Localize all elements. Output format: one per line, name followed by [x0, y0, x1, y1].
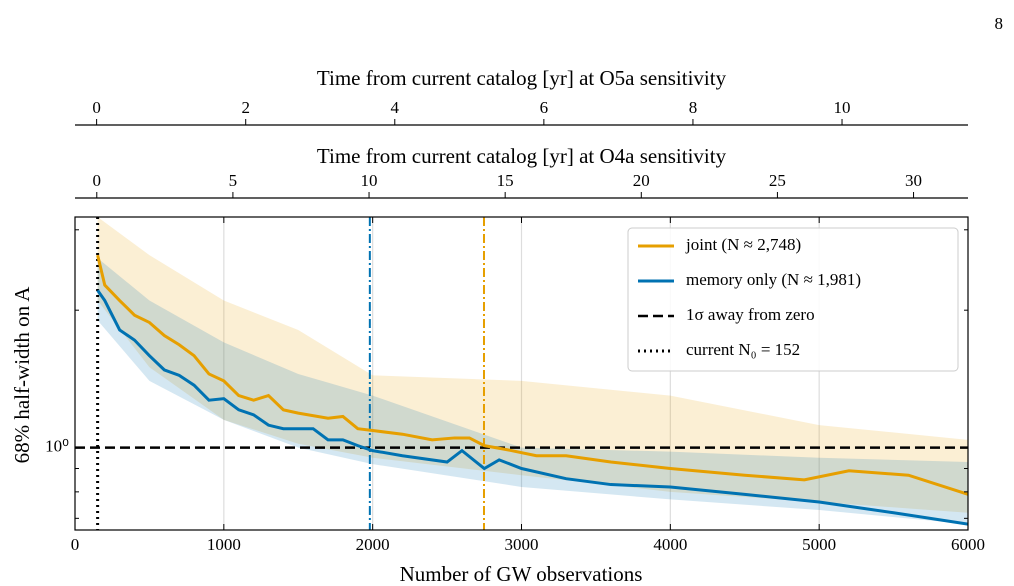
- top-axis-tick-label: 4: [391, 98, 400, 117]
- series-line: [96, 254, 968, 496]
- legend-label: joint (N ≈ 2,748): [685, 235, 801, 254]
- top-axis-tick-label: 5: [229, 171, 238, 190]
- top-axis-tick-label: 10: [361, 171, 378, 190]
- top-axis-tick-label: 10: [834, 98, 851, 117]
- y-tick-label: 10⁰: [45, 437, 69, 456]
- top-axis-tick-label: 20: [633, 171, 650, 190]
- top-axis-tick-label: 0: [92, 98, 101, 117]
- x-axis-title: Number of GW observations: [400, 562, 643, 586]
- x-tick-label: 5000: [802, 535, 836, 554]
- legend-label: memory only (N ≈ 1,981): [686, 270, 861, 289]
- x-tick-label: 4000: [653, 535, 687, 554]
- series-line: [96, 289, 968, 526]
- x-tick-label: 0: [71, 535, 80, 554]
- x-tick-label: 2000: [356, 535, 390, 554]
- top-axis-tick-label: 6: [540, 98, 549, 117]
- top-axis-tick-label: 15: [497, 171, 514, 190]
- page-number: 8: [995, 14, 1004, 33]
- confidence-band: [97, 258, 968, 525]
- top-axis-tick-label: 2: [241, 98, 250, 117]
- top-axis-title: Time from current catalog [yr] at O5a se…: [317, 66, 727, 90]
- x-tick-label: 1000: [207, 535, 241, 554]
- top-axis-tick-label: 30: [905, 171, 922, 190]
- top-axis-tick-label: 0: [93, 171, 102, 190]
- x-tick-label: 3000: [505, 535, 539, 554]
- top-axis-tick-label: 8: [689, 98, 698, 117]
- legend-box: [627, 227, 959, 372]
- legend-label: current N₀ = 152: [686, 340, 800, 359]
- top-axis-title: Time from current catalog [yr] at O4a se…: [317, 144, 727, 168]
- confidence-band: [97, 217, 968, 513]
- legend-label: 1σ away from zero: [686, 305, 815, 324]
- top-axis-tick-label: 25: [769, 171, 786, 190]
- y-axis-title: 68% half-width on A: [10, 286, 34, 464]
- x-tick-label: 6000: [951, 535, 985, 554]
